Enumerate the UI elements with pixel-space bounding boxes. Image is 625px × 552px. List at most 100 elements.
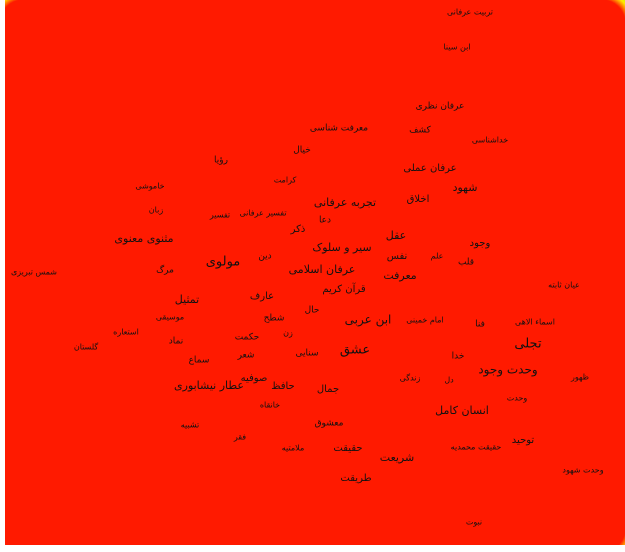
term-label: قرآن کریم [322,282,366,295]
term-label: تجربه عرفانی [314,196,376,209]
term-label: حال [305,306,320,316]
term-label: تجلی [514,337,542,352]
density-blob [192,369,226,403]
density-blob [205,200,235,230]
term-label: مثنوی معنوی [114,232,173,245]
density-blob [482,402,518,438]
density-blob [568,365,592,389]
density-blob [571,458,595,482]
frame-border-bottom [0,545,625,552]
density-blob [456,176,484,204]
term-label: نماد [169,337,183,347]
density-blob [254,294,306,346]
density-blob [280,145,320,185]
term-label: نفس [387,251,408,262]
density-blob [462,433,490,461]
density-blob [254,389,286,421]
density-blob [111,317,141,347]
density-blob [382,437,418,473]
density-blob [256,206,304,254]
density-blob [404,114,436,146]
term-label: عیان ثابته [548,281,580,290]
density-blob [175,410,205,440]
term-label: استعاره [113,328,139,337]
density-blob [492,348,532,388]
term-label: سماع [189,356,210,366]
term-label: کرامت [274,176,297,185]
term-label: جمال [317,384,339,395]
term-label: وحدت [507,394,528,403]
term-label: عطار نیشابوری [174,379,244,392]
term-label: عقل [386,229,406,242]
density-blob [384,216,428,260]
term-label: تمثیل [175,293,199,306]
density-blob [279,434,307,462]
term-label: کشف [409,126,431,136]
density-blob [440,250,480,290]
term-label: فنا [475,320,485,330]
term-label: سیر و سلوک [312,241,371,254]
density-blob [464,308,496,340]
density-blob [202,232,242,272]
term-label: ابن عربی [345,313,392,328]
term-label: موسیقی [156,313,184,322]
density-blob [410,305,440,335]
term-label: وجود [470,238,491,249]
term-label: خیال [293,146,311,156]
term-label: گلستان [74,342,99,352]
term-label: ظهور [570,373,589,382]
frame-border-left [0,0,5,552]
density-blob [425,91,455,121]
term-label: دین [258,252,271,262]
term-label: زبان [149,206,164,215]
term-label: ابن سینا [443,43,470,52]
density-blob [552,273,576,297]
term-label: فقر [233,433,246,442]
term-label: معرفت شناسی [310,124,368,134]
density-blob [150,370,190,410]
term-label: معرفت [383,269,416,282]
density-blob [443,33,471,61]
term-label: سنایی [295,349,318,359]
density-blob [75,336,97,358]
term-label: عارف [250,291,274,302]
term-label: تربیت عرفانی [447,8,493,17]
term-label: مولوی [206,255,241,270]
term-label: حافظ [271,381,295,392]
term-label: علم [431,252,444,261]
term-label: مرگ [156,264,174,276]
term-label: شهود [453,181,478,194]
density-blob [23,261,45,283]
term-label: دعا [319,216,331,226]
density-blob [236,334,288,386]
term-label: امام خمینی [406,316,444,325]
term-label: عرفان عملی [403,163,456,174]
term-label: خانقاه [260,401,280,410]
term-label: زن [283,329,293,338]
term-label: اسماء الاهی [515,318,555,327]
density-blob [418,363,462,407]
term-label: طریقت [340,473,371,484]
density-blob [442,340,474,372]
term-label: قلب [458,258,474,268]
term-label: صوفیه [241,373,268,384]
term-label: عرفان اسلامی [289,263,356,276]
term-label: تفسیر [209,211,230,220]
density-blob [284,252,336,304]
density-blob [402,137,438,173]
term-label: حقیقت [333,443,362,454]
term-label: اخلاق [407,194,430,205]
density-blob [462,510,486,534]
term-label: انسان کامل [435,404,489,417]
density-blob [408,178,452,222]
term-label: رؤیا [214,156,228,166]
term-label: توحید [512,435,535,446]
density-blob [128,218,172,262]
density-blob [326,191,374,239]
density-blob [506,423,540,457]
density-blob [210,395,250,435]
term-label: تفسیر عرفانی [239,209,286,218]
term-label: ملامتیه [282,444,304,453]
term-label: ذکر [290,224,306,235]
